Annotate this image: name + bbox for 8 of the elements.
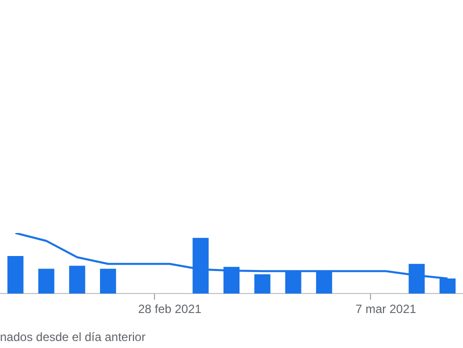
bar xyxy=(69,266,86,294)
bar xyxy=(100,268,116,294)
x-tick-label: 7 mar 2021 xyxy=(355,302,417,316)
bar xyxy=(254,274,270,294)
x-tick-label: 28 feb 2021 xyxy=(138,302,202,316)
bar xyxy=(38,268,54,294)
bar xyxy=(7,256,24,294)
text: nados desde el día anterior xyxy=(0,330,146,344)
